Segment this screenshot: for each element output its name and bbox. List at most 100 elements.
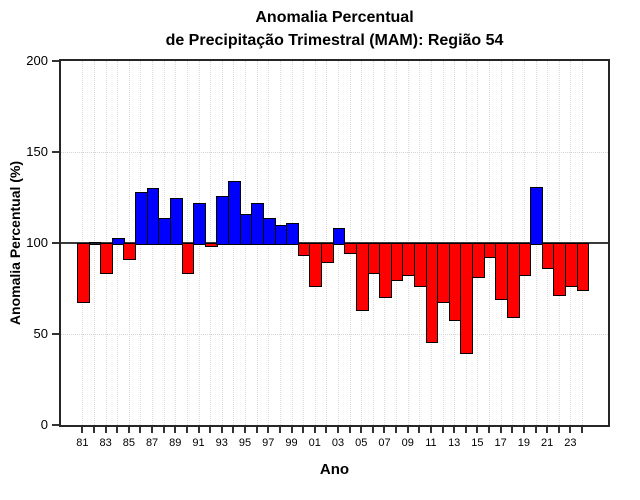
x-tick <box>441 427 444 433</box>
x-tick-label-11: 11 <box>425 437 437 449</box>
x-tick <box>151 427 154 433</box>
y-tick-150 <box>52 151 59 153</box>
plot-area <box>59 59 610 427</box>
x-tick-label-17: 17 <box>494 437 507 449</box>
x-tick <box>220 427 223 433</box>
y-tick-label-100: 100 <box>26 235 48 250</box>
x-tick <box>511 427 514 433</box>
x-tick <box>162 427 165 433</box>
x-tick <box>371 427 374 433</box>
x-tick-label-99: 99 <box>285 437 298 449</box>
x-tick <box>464 427 467 433</box>
x-tick <box>348 427 351 433</box>
y-tick-0 <box>52 424 59 426</box>
y-tick-label-50: 50 <box>33 326 48 341</box>
x-tick-label-21: 21 <box>541 437 554 449</box>
bar-2005 <box>355 243 369 311</box>
x-tick <box>290 427 293 433</box>
x-tick-label-87: 87 <box>145 437 159 449</box>
y-tick-label-0: 0 <box>40 417 48 432</box>
x-tick <box>406 427 409 433</box>
x-tick <box>569 427 572 433</box>
x-tick <box>313 427 316 433</box>
bar-2024 <box>576 243 590 291</box>
bar-1981 <box>77 243 90 304</box>
x-tick <box>476 427 479 433</box>
x-tick <box>267 427 270 433</box>
y-tick-label-200: 200 <box>26 53 48 68</box>
bar-2018 <box>506 243 520 318</box>
x-tick-label-01: 01 <box>308 437 321 449</box>
bar-2015 <box>472 243 485 278</box>
x-tick <box>488 427 491 433</box>
bar-1994 <box>228 181 241 245</box>
bar-2002 <box>321 243 334 264</box>
y-tick-100 <box>52 242 59 244</box>
x-tick <box>418 427 421 433</box>
x-tick-label-93: 93 <box>215 437 228 449</box>
x-tick <box>302 427 305 433</box>
chart-title: Anomalia Percentual de Precipitação Trim… <box>59 6 610 52</box>
x-tick-label-05: 05 <box>355 437 368 449</box>
x-tick-label-91: 91 <box>192 437 205 449</box>
x-tick-label-13: 13 <box>448 437 461 449</box>
bar-1990 <box>181 243 195 275</box>
x-tick-label-23: 23 <box>564 437 577 449</box>
x-tick <box>139 427 142 433</box>
x-tick <box>336 427 339 433</box>
chart-title-line-1: Anomalia Percentual <box>255 9 414 26</box>
bar-2019 <box>518 243 532 276</box>
x-tick <box>278 427 281 433</box>
x-axis-title: Ano <box>319 461 350 478</box>
x-tick <box>127 427 130 433</box>
x-tick <box>104 427 107 433</box>
x-tick <box>453 427 456 433</box>
x-tick <box>499 427 502 433</box>
horizontal-gridline-50 <box>61 334 608 335</box>
x-tick <box>116 427 119 433</box>
x-tick-label-83: 83 <box>99 437 112 449</box>
bar-2001 <box>309 243 323 287</box>
x-tick <box>383 427 386 433</box>
x-tick-label-03: 03 <box>331 437 345 449</box>
x-tick <box>209 427 212 433</box>
x-tick <box>522 427 525 433</box>
bar-1983 <box>100 243 113 275</box>
bar-1991 <box>193 202 206 245</box>
x-tick <box>534 427 537 433</box>
x-tick <box>244 427 247 433</box>
x-tick <box>429 427 432 433</box>
x-tick-label-09: 09 <box>401 437 414 449</box>
bar-2020 <box>530 186 543 245</box>
x-tick <box>174 427 177 433</box>
x-tick-label-15: 15 <box>471 437 484 449</box>
x-tick <box>325 427 328 433</box>
bar-1999 <box>286 222 299 245</box>
x-tick <box>92 427 95 433</box>
x-tick <box>81 427 84 433</box>
chart-title-line-2: de Precipitação Trimestral (MAM): Região… <box>165 32 504 49</box>
x-tick <box>395 427 398 433</box>
x-tick-label-95: 95 <box>238 437 252 449</box>
x-tick <box>546 427 549 433</box>
x-tick-label-97: 97 <box>262 437 275 449</box>
bar-1985 <box>123 243 137 260</box>
x-tick <box>197 427 200 433</box>
x-tick <box>360 427 363 433</box>
y-tick-label-150: 150 <box>26 144 48 159</box>
bar-2003 <box>332 228 346 245</box>
y-tick-50 <box>52 333 59 335</box>
x-tick-label-81: 81 <box>76 437 89 449</box>
x-tick-label-07: 07 <box>378 437 391 449</box>
x-tick <box>232 427 235 433</box>
y-tick-200 <box>52 60 59 62</box>
bar-2014 <box>460 243 474 355</box>
x-tick <box>581 427 583 433</box>
horizontal-gridline-150 <box>61 152 608 153</box>
x-tick-label-19: 19 <box>517 437 531 449</box>
x-tick <box>557 427 560 433</box>
x-tick-label-85: 85 <box>122 437 135 449</box>
x-tick <box>255 427 258 433</box>
x-tick <box>185 427 188 433</box>
